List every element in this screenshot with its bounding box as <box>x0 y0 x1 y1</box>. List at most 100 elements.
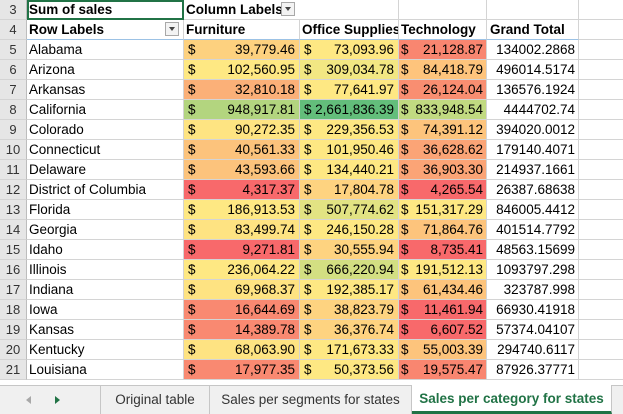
row-labels-cell[interactable]: Row Labels <box>27 20 184 40</box>
row-number[interactable]: 6 <box>0 60 27 80</box>
grand-total-cell[interactable]: 4444702.74 <box>487 100 579 120</box>
empty-cell[interactable] <box>579 300 623 320</box>
technology-cell[interactable]: $71,864.76 <box>399 220 487 240</box>
grand-total-cell[interactable]: 496014.5174 <box>487 60 579 80</box>
office-supplies-cell[interactable]: $38,823.79 <box>300 300 399 320</box>
office-supplies-cell[interactable]: $246,150.28 <box>300 220 399 240</box>
empty-cell[interactable] <box>579 100 623 120</box>
state-cell[interactable]: Kentucky <box>27 340 184 360</box>
technology-cell[interactable]: $61,434.46 <box>399 280 487 300</box>
empty-cell[interactable] <box>579 280 623 300</box>
state-cell[interactable]: Illinois <box>27 260 184 280</box>
empty-cell[interactable] <box>399 0 487 20</box>
state-cell[interactable]: Colorado <box>27 120 184 140</box>
spreadsheet-grid[interactable]: 3 Sum of sales Column Labels 4 Row Label… <box>0 0 623 385</box>
technology-cell[interactable]: $55,003.39 <box>399 340 487 360</box>
furniture-cell[interactable]: $14,389.78 <box>184 320 300 340</box>
row-number[interactable]: 14 <box>0 220 27 240</box>
row-number[interactable]: 11 <box>0 160 27 180</box>
grand-total-cell[interactable]: 66930.41918 <box>487 300 579 320</box>
state-cell[interactable]: Connecticut <box>27 140 184 160</box>
empty-cell[interactable] <box>487 0 579 20</box>
empty-cell[interactable] <box>579 120 623 140</box>
technology-cell[interactable]: $833,948.54 <box>399 100 487 120</box>
empty-cell[interactable] <box>579 180 623 200</box>
furniture-cell[interactable]: $32,810.18 <box>184 80 300 100</box>
state-cell[interactable]: Kansas <box>27 320 184 340</box>
office-supplies-cell[interactable]: $17,804.78 <box>300 180 399 200</box>
furniture-cell[interactable]: $236,064.22 <box>184 260 300 280</box>
grand-total-cell[interactable]: 48563.15699 <box>487 240 579 260</box>
office-supplies-cell[interactable]: $50,373.56 <box>300 360 399 380</box>
empty-cell[interactable] <box>579 340 623 360</box>
row-number[interactable]: 10 <box>0 140 27 160</box>
state-cell[interactable]: Florida <box>27 200 184 220</box>
furniture-cell[interactable]: $39,779.46 <box>184 40 300 60</box>
empty-cell[interactable] <box>579 360 623 380</box>
column-header-grand-total[interactable]: Grand Total <box>487 20 579 40</box>
column-filter-dropdown-icon[interactable] <box>281 2 295 16</box>
column-labels-cell[interactable]: Column Labels <box>184 0 300 20</box>
office-supplies-cell[interactable]: $73,093.96 <box>300 40 399 60</box>
office-supplies-cell[interactable]: $30,555.94 <box>300 240 399 260</box>
sum-of-sales-cell[interactable]: Sum of sales <box>27 0 184 20</box>
row-number[interactable]: 8 <box>0 100 27 120</box>
state-cell[interactable]: Delaware <box>27 160 184 180</box>
row-number[interactable]: 20 <box>0 340 27 360</box>
empty-cell[interactable] <box>579 40 623 60</box>
furniture-cell[interactable]: $948,917.81 <box>184 100 300 120</box>
empty-cell[interactable] <box>579 0 623 20</box>
furniture-cell[interactable]: $17,977.35 <box>184 360 300 380</box>
furniture-cell[interactable]: $9,271.81 <box>184 240 300 260</box>
office-supplies-cell[interactable]: $36,376.74 <box>300 320 399 340</box>
grand-total-cell[interactable]: 136576.1924 <box>487 80 579 100</box>
grand-total-cell[interactable]: 26387.68638 <box>487 180 579 200</box>
row-number[interactable]: 13 <box>0 200 27 220</box>
empty-cell[interactable] <box>579 20 623 40</box>
grand-total-cell[interactable]: 394020.0012 <box>487 120 579 140</box>
grand-total-cell[interactable]: 846005.4412 <box>487 200 579 220</box>
technology-cell[interactable]: $191,512.13 <box>399 260 487 280</box>
state-cell[interactable]: Indiana <box>27 280 184 300</box>
state-cell[interactable]: Louisiana <box>27 360 184 380</box>
furniture-cell[interactable]: $43,593.66 <box>184 160 300 180</box>
office-supplies-cell[interactable]: $77,641.97 <box>300 80 399 100</box>
empty-cell[interactable] <box>579 140 623 160</box>
technology-cell[interactable]: $151,317.29 <box>399 200 487 220</box>
grand-total-cell[interactable]: 57374.04107 <box>487 320 579 340</box>
technology-cell[interactable]: $26,124.04 <box>399 80 487 100</box>
office-supplies-cell[interactable]: $192,385.17 <box>300 280 399 300</box>
grand-total-cell[interactable]: 294740.6117 <box>487 340 579 360</box>
row-number[interactable]: 4 <box>0 20 27 40</box>
column-header-office-supplies[interactable]: Office Supplies <box>300 20 399 40</box>
state-cell[interactable]: Alabama <box>27 40 184 60</box>
technology-cell[interactable]: $84,418.79 <box>399 60 487 80</box>
empty-cell[interactable] <box>579 60 623 80</box>
furniture-cell[interactable]: $186,913.53 <box>184 200 300 220</box>
tab-original-table[interactable]: Original table <box>100 386 210 414</box>
row-number[interactable]: 16 <box>0 260 27 280</box>
state-cell[interactable]: Georgia <box>27 220 184 240</box>
office-supplies-cell[interactable]: $2,661,836.39 <box>300 100 399 120</box>
row-number[interactable]: 7 <box>0 80 27 100</box>
state-cell[interactable]: Iowa <box>27 300 184 320</box>
column-header-furniture[interactable]: Furniture <box>184 20 300 40</box>
furniture-cell[interactable]: $68,063.90 <box>184 340 300 360</box>
column-header-technology[interactable]: Technology <box>399 20 487 40</box>
technology-cell[interactable]: $36,628.62 <box>399 140 487 160</box>
state-cell[interactable]: Arkansas <box>27 80 184 100</box>
furniture-cell[interactable]: $83,499.74 <box>184 220 300 240</box>
row-number[interactable]: 17 <box>0 280 27 300</box>
technology-cell[interactable]: $8,735.41 <box>399 240 487 260</box>
empty-cell[interactable] <box>579 240 623 260</box>
grand-total-cell[interactable]: 214937.1661 <box>487 160 579 180</box>
grand-total-cell[interactable]: 87926.37771 <box>487 360 579 380</box>
row-filter-dropdown-icon[interactable] <box>165 22 179 36</box>
row-number[interactable]: 9 <box>0 120 27 140</box>
tab-sales-per-category[interactable]: Sales per category for states <box>412 385 612 414</box>
furniture-cell[interactable]: $69,968.37 <box>184 280 300 300</box>
row-number[interactable]: 19 <box>0 320 27 340</box>
empty-cell[interactable] <box>579 160 623 180</box>
row-number[interactable]: 5 <box>0 40 27 60</box>
empty-cell[interactable] <box>579 260 623 280</box>
